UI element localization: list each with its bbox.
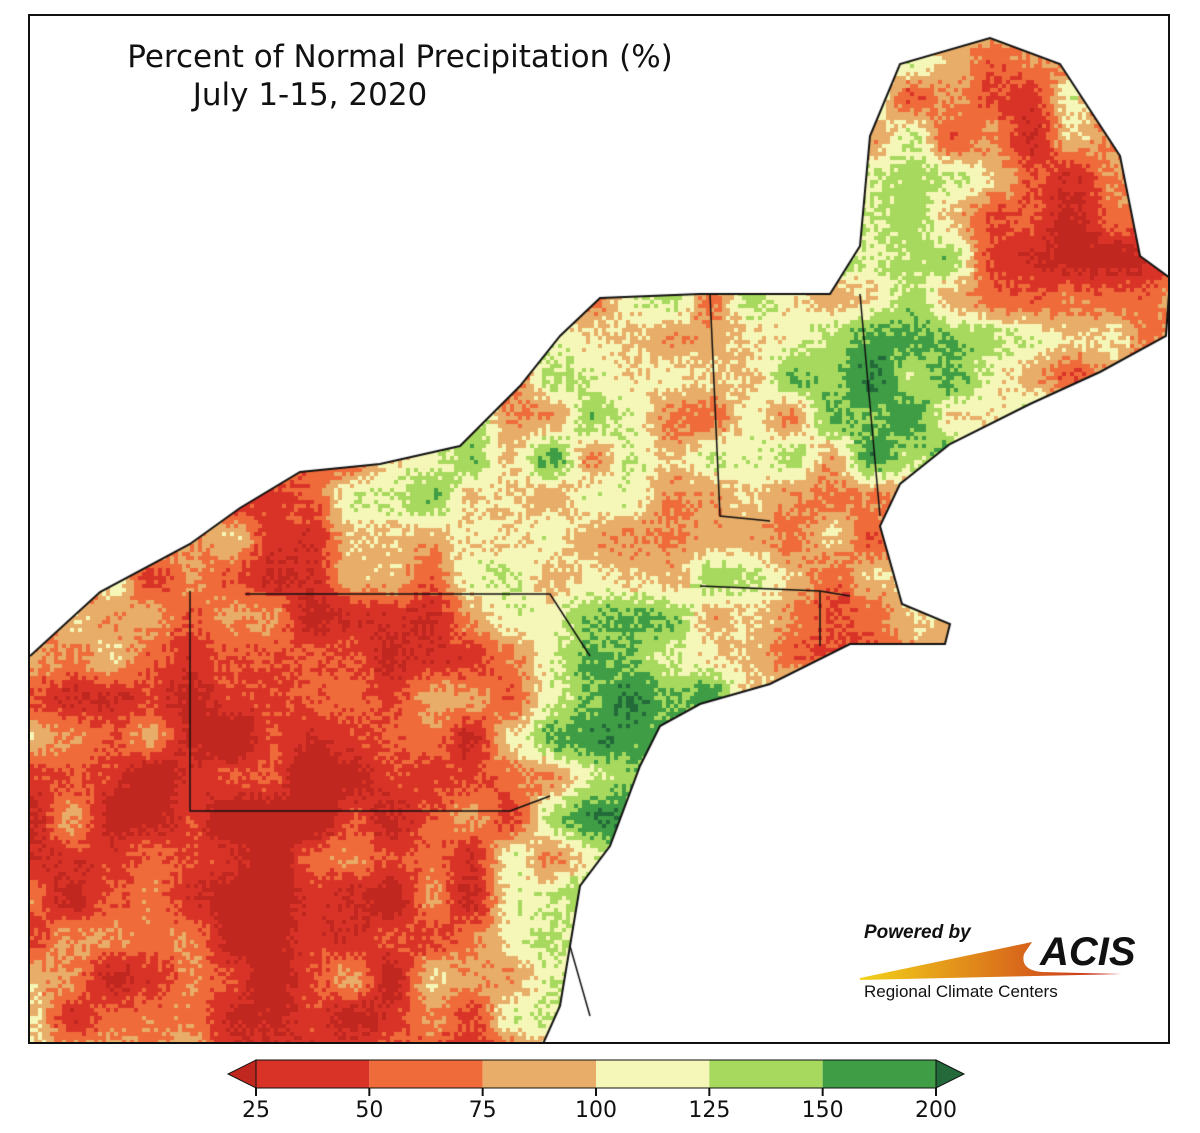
- legend-bin: [822, 1060, 936, 1088]
- map-title: Percent of Normal Precipitation (%) July…: [60, 38, 740, 114]
- logo-subtitle: Regional Climate Centers: [864, 982, 1058, 1001]
- legend-under-arrow: [226, 1059, 257, 1089]
- legend-tick-label: 150: [801, 1098, 844, 1123]
- precipitation-map: [30, 16, 1168, 1042]
- color-legend: 25 50 75 100 125 150 200: [226, 1050, 966, 1130]
- legend-tick-label: 25: [242, 1098, 270, 1123]
- legend-bin: [256, 1060, 370, 1088]
- logo-brand: ACIS: [1040, 930, 1136, 974]
- logo-powered-by: Powered by: [864, 922, 971, 943]
- logo-swoosh: [860, 942, 1122, 980]
- map-frame: Powered by ACIS Regional Climate Centers: [28, 14, 1170, 1044]
- acis-logo: Powered by ACIS Regional Climate Centers: [852, 920, 1142, 1010]
- legend-bin: [482, 1060, 596, 1088]
- legend-over-arrow: [935, 1059, 966, 1089]
- legend-bin: [709, 1060, 823, 1088]
- legend-tick-label: 200: [915, 1098, 957, 1123]
- title-line-2: July 1-15, 2020: [192, 77, 428, 113]
- legend-tick-label: 125: [688, 1098, 731, 1123]
- legend-tick-label: 75: [468, 1098, 497, 1123]
- legend-bin: [369, 1060, 483, 1088]
- legend-tick-label: 50: [355, 1098, 384, 1123]
- legend-tick-label: 100: [575, 1098, 617, 1123]
- legend-bin: [596, 1060, 710, 1088]
- legend-colorbar: [226, 1059, 966, 1096]
- title-line-1: Percent of Normal Precipitation (%): [127, 39, 673, 75]
